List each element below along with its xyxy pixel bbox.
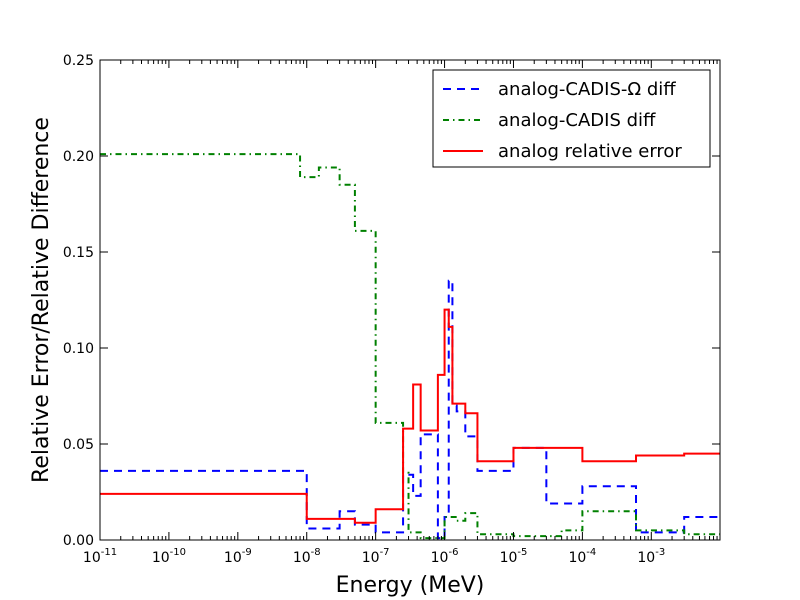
x-tick-label: 10-10 [152,547,186,566]
y-tick-label: 0.25 [63,53,94,69]
series-line-3 [100,308,720,524]
x-tick-label: 10-9 [224,547,252,566]
x-tick-exponent: -3 [655,547,665,558]
x-tick-exponent: -7 [380,547,390,558]
x-axis-title: Energy (MeV) [336,573,485,598]
legend-label-1: analog-CADIS-Ω diff [498,79,676,100]
x-tick-exponent: -4 [586,547,596,558]
y-tick-label: 0.15 [63,245,94,261]
y-tick-label: 0.05 [63,437,94,453]
y-tick-label: 0.20 [63,149,94,165]
x-tick-base: 10 [83,550,101,566]
legend-label-3: analog relative error [498,141,682,162]
x-tick-label: 10-11 [83,547,117,566]
legend: analog-CADIS-Ω diff analog-CADIS diff anal… [432,69,711,168]
x-tick-label: 10-4 [568,547,596,566]
x-tick-label: 10-5 [500,547,528,566]
x-tick-base: 10 [152,550,170,566]
x-tick-exponent: -9 [242,547,252,558]
series-line-2 [100,153,720,540]
ticks-layer: 10-11 10-10 10-9 10-8 10-7 10-6 10-5 10-4 10-30.… [63,53,720,566]
x-tick-base: 10 [431,550,449,566]
axes-frame [99,59,721,541]
x-tick-base: 10 [637,550,655,566]
x-tick-base: 10 [362,550,380,566]
x-tick-base: 10 [224,550,242,566]
x-tick-label: 10-8 [293,547,321,566]
x-tick-base: 10 [500,550,518,566]
y-tick-label: 0.00 [63,533,94,549]
x-tick-label: 10-7 [362,547,390,566]
y-tick-label: 0.10 [63,341,94,357]
series-layer [100,153,720,540]
x-tick-exponent: -11 [101,547,117,558]
x-tick-label: 10-3 [637,547,665,566]
legend-label-2: analog-CADIS diff [498,110,656,131]
x-tick-label: 10-6 [431,547,459,566]
y-axis-title: Relative Error/Relative Difference [29,117,54,483]
x-tick-exponent: -5 [517,547,527,558]
x-tick-base: 10 [293,550,311,566]
x-tick-exponent: -8 [311,547,321,558]
series-line-1 [100,279,720,540]
x-tick-exponent: -6 [448,547,458,558]
x-tick-base: 10 [568,550,586,566]
x-tick-exponent: -10 [170,547,186,558]
